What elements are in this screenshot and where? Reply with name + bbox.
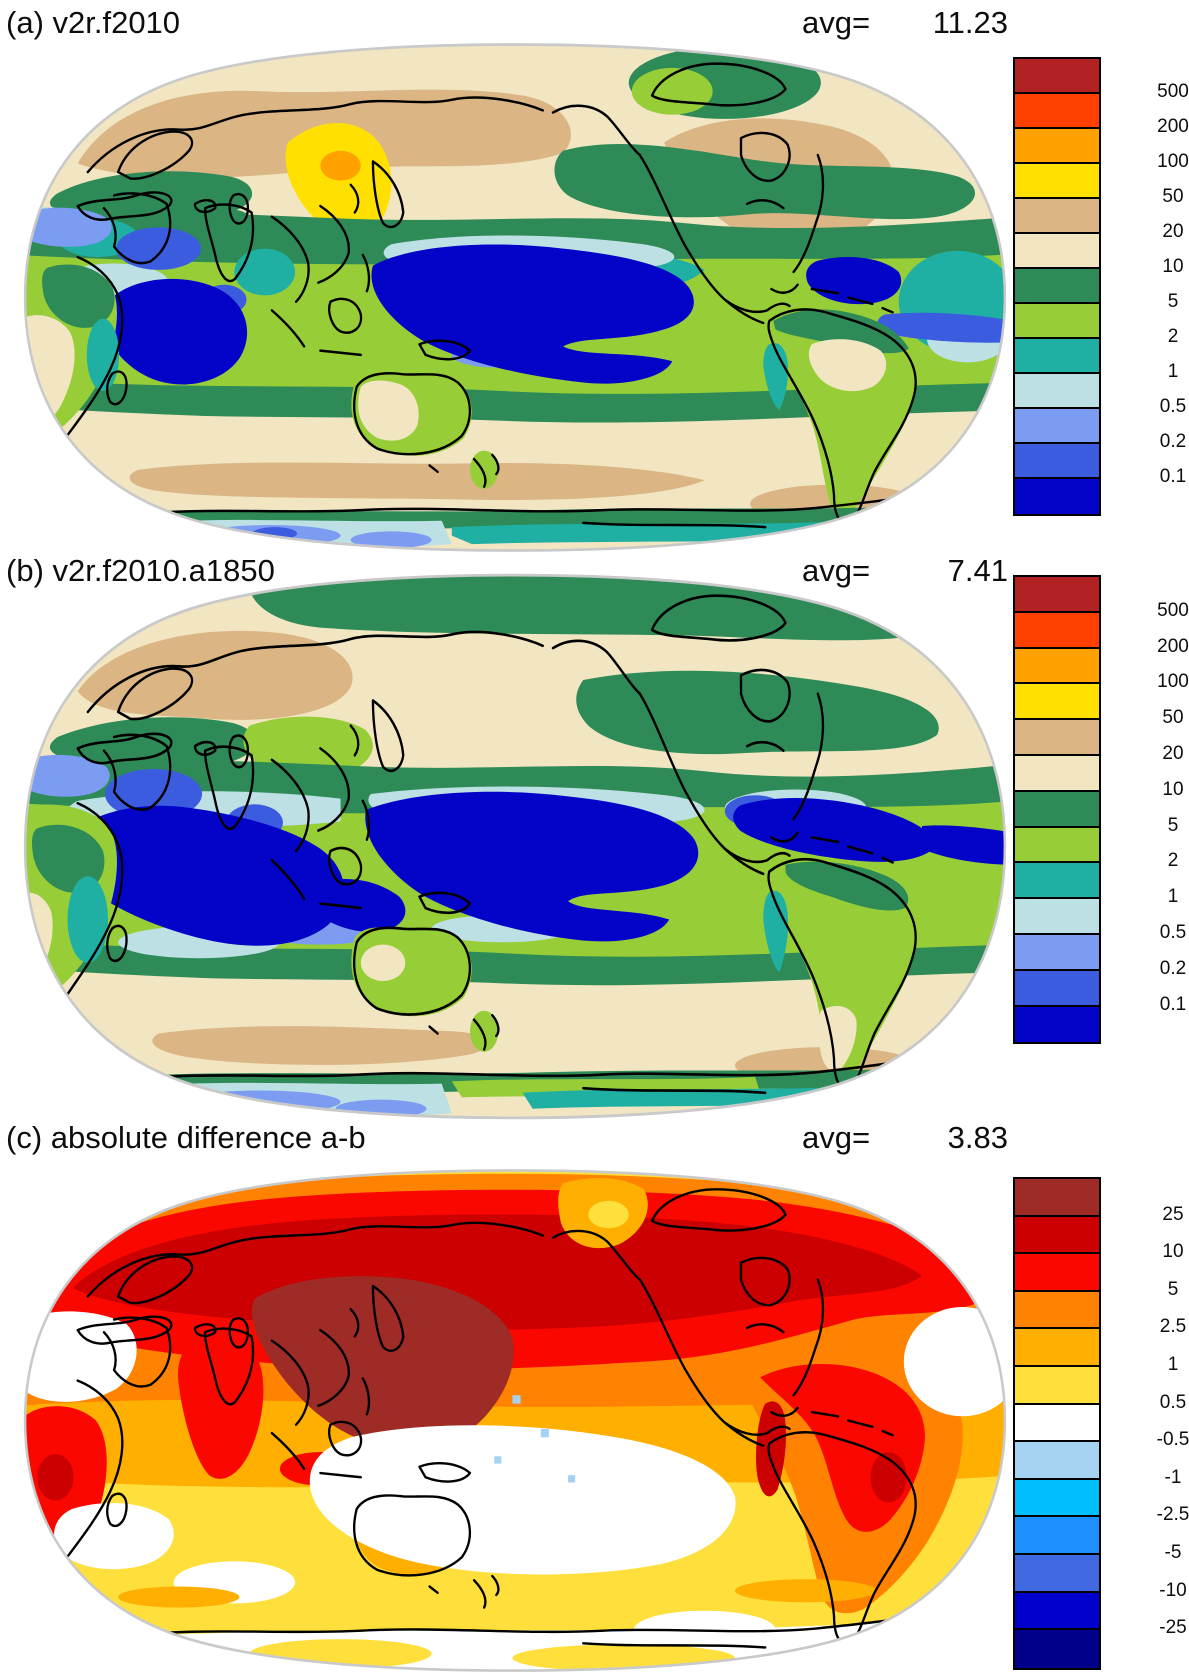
colorbar-c-cell-6 (1015, 1404, 1099, 1443)
colorbar-a-tick-8: 1 (1167, 361, 1179, 382)
colorbar-b-cell-7 (1015, 827, 1099, 864)
colorbar-b-cell-9 (1015, 899, 1099, 935)
colorbar-b-cell-8 (1015, 863, 1099, 900)
colorbar-c-cell-10 (1015, 1554, 1099, 1593)
colorbar-a-tick-4: 20 (1162, 221, 1184, 242)
colorbar-b-cell-5 (1015, 755, 1099, 792)
colorbar-b-cell-12 (1015, 1006, 1099, 1043)
panel-a-avg-label: avg= (802, 5, 871, 40)
colorbar-b-cell-10 (1015, 934, 1099, 971)
colorbar-b-cell-0 (1015, 577, 1099, 613)
colorbar-c-tick-11: -25 (1159, 1617, 1187, 1639)
colorbar-c-tick-8: -2.5 (1156, 1504, 1189, 1526)
colorbar-c-tick-10: -10 (1159, 1579, 1187, 1601)
colorbar-c-cell-2 (1015, 1254, 1099, 1292)
colorbar-b-cell-2 (1015, 648, 1099, 685)
colorbar-a-cell-11 (1015, 444, 1099, 479)
colorbar-c-tick-9: -5 (1164, 1542, 1182, 1563)
colorbar-c-cell-4 (1015, 1329, 1099, 1367)
map-a (23, 43, 1007, 552)
colorbar-b-tick-10: 0.2 (1159, 957, 1187, 979)
panel-a-avg: avg= 11.23 (802, 5, 1008, 41)
colorbar-b-tick-6: 5 (1167, 814, 1179, 836)
colorbar-a-cell-7 (1015, 304, 1099, 339)
colorbar-a-tick-3: 50 (1162, 186, 1184, 207)
colorbar-b-tick-7: 2 (1167, 850, 1179, 872)
colorbar-a-cell-4 (1015, 199, 1099, 234)
colorbar-a (1013, 57, 1101, 516)
colorbar-b-cell-1 (1015, 612, 1099, 649)
map-a-regions (25, 44, 1005, 551)
colorbar-c-tick-2: 5 (1167, 1278, 1179, 1300)
colorbar-a-cell-0 (1015, 59, 1099, 94)
colorbar-c-tick-3: 2.5 (1159, 1316, 1187, 1338)
panel-c-avg-value: 3.83 (947, 1120, 1008, 1155)
panel-c-title: (c) absolute difference a-b (6, 1120, 366, 1155)
colorbar-a-cell-6 (1015, 269, 1099, 304)
colorbar-c-cell-1 (1015, 1216, 1099, 1255)
colorbar-b-cell-11 (1015, 970, 1099, 1007)
panel-a-title: (a) v2r.f2010 (6, 5, 181, 40)
colorbar-a-cell-1 (1015, 94, 1099, 129)
colorbar-a-tick-9: 0.5 (1159, 396, 1187, 417)
colorbar-a-tick-11: 0.1 (1159, 466, 1187, 487)
colorbar-b-cell-3 (1015, 684, 1099, 721)
colorbar-b-cell-6 (1015, 791, 1099, 828)
colorbar-c (1013, 1177, 1101, 1670)
colorbar-b-tick-1: 200 (1157, 635, 1189, 657)
colorbar-a-tick-5: 10 (1162, 256, 1184, 277)
colorbar-c-cell-5 (1015, 1366, 1099, 1405)
colorbar-a-cell-2 (1015, 129, 1099, 164)
colorbar-c-tick-7: -1 (1164, 1466, 1182, 1488)
panel-c-avg: avg= 3.83 (802, 1120, 1008, 1156)
colorbar-b-tick-3: 50 (1162, 707, 1184, 729)
colorbar-b-tick-5: 10 (1162, 778, 1184, 800)
colorbar-c-cell-3 (1015, 1291, 1099, 1330)
panel-b-avg-value: 7.41 (947, 553, 1008, 588)
colorbar-c-tick-0: 25 (1162, 1203, 1184, 1225)
colorbar-b-tick-0: 500 (1157, 599, 1189, 621)
map-c-regions (25, 1170, 1005, 1671)
map-b-regions (25, 575, 1005, 1118)
colorbar-c-cell-12 (1015, 1630, 1099, 1668)
colorbar-a-cell-3 (1015, 164, 1099, 199)
colorbar-a-cell-8 (1015, 339, 1099, 374)
colorbar-a-tick-2: 100 (1157, 151, 1189, 172)
colorbar-a-tick-10: 0.2 (1159, 431, 1187, 452)
panel-b-avg-label: avg= (802, 553, 871, 588)
colorbar-a-tick-7: 2 (1167, 326, 1179, 347)
map-c (23, 1169, 1007, 1672)
panel-b-avg: avg= 7.41 (802, 553, 1008, 589)
colorbar-b-tick-8: 1 (1167, 886, 1179, 908)
colorbar-c-cell-7 (1015, 1442, 1099, 1480)
panel-c-avg-label: avg= (802, 1120, 871, 1155)
colorbar-b-tick-2: 100 (1157, 671, 1189, 693)
panel-a-avg-value: 11.23 (932, 5, 1008, 40)
colorbar-a-cell-12 (1015, 479, 1099, 514)
colorbar-c-cell-0 (1015, 1179, 1099, 1217)
colorbar-c-tick-6: -0.5 (1156, 1429, 1189, 1451)
colorbar-a-tick-6: 5 (1167, 291, 1179, 312)
colorbar-b-cell-4 (1015, 720, 1099, 756)
colorbar-a-cell-9 (1015, 374, 1099, 409)
panel-b-title: (b) v2r.f2010.a1850 (6, 553, 275, 588)
colorbar-a-cell-5 (1015, 234, 1099, 269)
colorbar-a-tick-1: 200 (1157, 116, 1189, 137)
colorbar-b-tick-11: 0.1 (1159, 993, 1187, 1015)
map-b (23, 573, 1007, 1120)
colorbar-a-cell-10 (1015, 409, 1099, 444)
colorbar-b-tick-4: 20 (1162, 743, 1184, 764)
colorbar-c-tick-5: 0.5 (1159, 1391, 1187, 1413)
colorbar-c-cell-8 (1015, 1479, 1099, 1518)
colorbar-c-tick-1: 10 (1162, 1241, 1184, 1263)
colorbar-c-tick-4: 1 (1167, 1354, 1179, 1375)
colorbar-a-tick-0: 500 (1157, 81, 1189, 102)
colorbar-b (1013, 575, 1101, 1045)
colorbar-c-cell-9 (1015, 1517, 1099, 1555)
colorbar-c-cell-11 (1015, 1592, 1099, 1631)
colorbar-b-tick-9: 0.5 (1159, 922, 1187, 943)
